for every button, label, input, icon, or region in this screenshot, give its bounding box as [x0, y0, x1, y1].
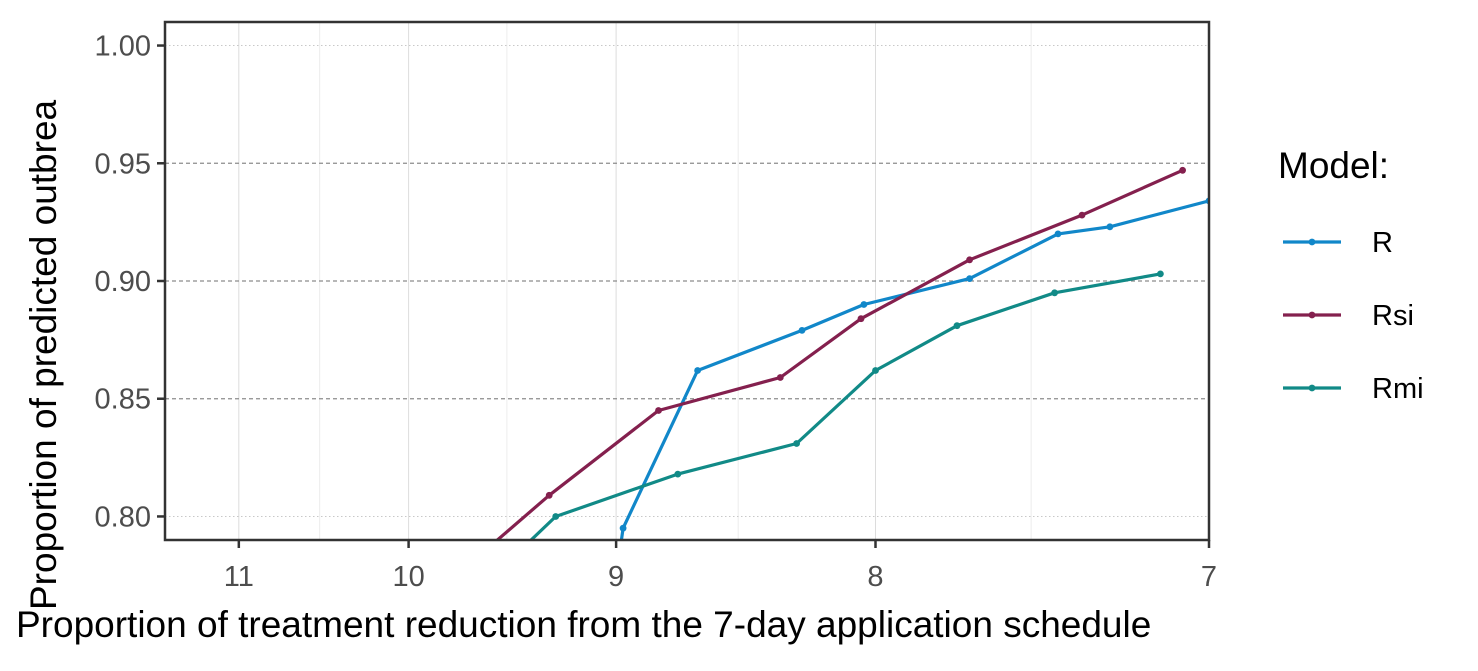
y-axis-title: Proportion of predicted outbrea: [23, 99, 64, 610]
data-point-r: [1054, 230, 1062, 238]
legend-title: Model:: [1278, 145, 1389, 186]
data-point-rmi: [1051, 289, 1058, 297]
legend-key-point-rmi: [1308, 384, 1316, 392]
data-point-r: [619, 524, 627, 532]
data-point-r: [1106, 223, 1114, 231]
y-tick-label: 0.85: [95, 384, 151, 416]
x-tick-label: 11: [224, 561, 254, 593]
x-tick-label: 9: [608, 561, 624, 593]
legend-label-rsi: Rsi: [1372, 300, 1414, 332]
data-point-rmi: [1157, 270, 1164, 278]
legend-key-point-r: [1308, 238, 1316, 246]
data-point-rsi: [966, 256, 973, 264]
data-point-rsi: [453, 572, 460, 579]
series-line-rmi: [528, 272, 1161, 540]
data-point-r: [966, 275, 973, 282]
y-tick-label: 1.00: [95, 31, 151, 63]
data-point-rsi: [655, 407, 662, 414]
x-axis-title: Proportion of treatment reduction from t…: [16, 604, 1151, 645]
axis-ticks: 11 10 9 8 7 0.80 0.85 0.90 0.95 1.00: [95, 31, 1218, 593]
data-point-r: [860, 301, 868, 308]
data-point-rmi: [674, 470, 682, 478]
data-point-rsi: [1179, 166, 1186, 174]
y-tick-label: 0.90: [95, 266, 151, 298]
data-point-rsi: [1078, 211, 1086, 219]
legend-key-point-rsi: [1308, 311, 1316, 319]
data-point-rmi: [793, 440, 800, 447]
x-tick-label: 7: [1201, 561, 1217, 593]
data-point-rmi: [493, 570, 500, 577]
data-point-rsi: [545, 491, 553, 499]
data-point-rmi: [552, 513, 560, 520]
y-tick-label: 0.80: [95, 501, 151, 533]
x-tick-label: 10: [392, 561, 424, 593]
legend-label-rmi: Rmi: [1372, 373, 1424, 405]
data-point-r: [798, 327, 806, 334]
series-lines: [453, 166, 1209, 579]
data-point-r: [694, 367, 701, 374]
series-line-rsi: [494, 168, 1184, 540]
data-point-rsi: [857, 315, 865, 323]
legend: Model: R Rsi Rmi: [1278, 145, 1424, 405]
data-point-rmi: [872, 367, 879, 374]
x-tick-label: 8: [867, 561, 883, 593]
y-tick-label: 0.95: [95, 148, 151, 180]
data-point-rsi: [776, 374, 784, 381]
legend-label-r: R: [1372, 227, 1393, 259]
data-point-rmi: [953, 322, 961, 330]
